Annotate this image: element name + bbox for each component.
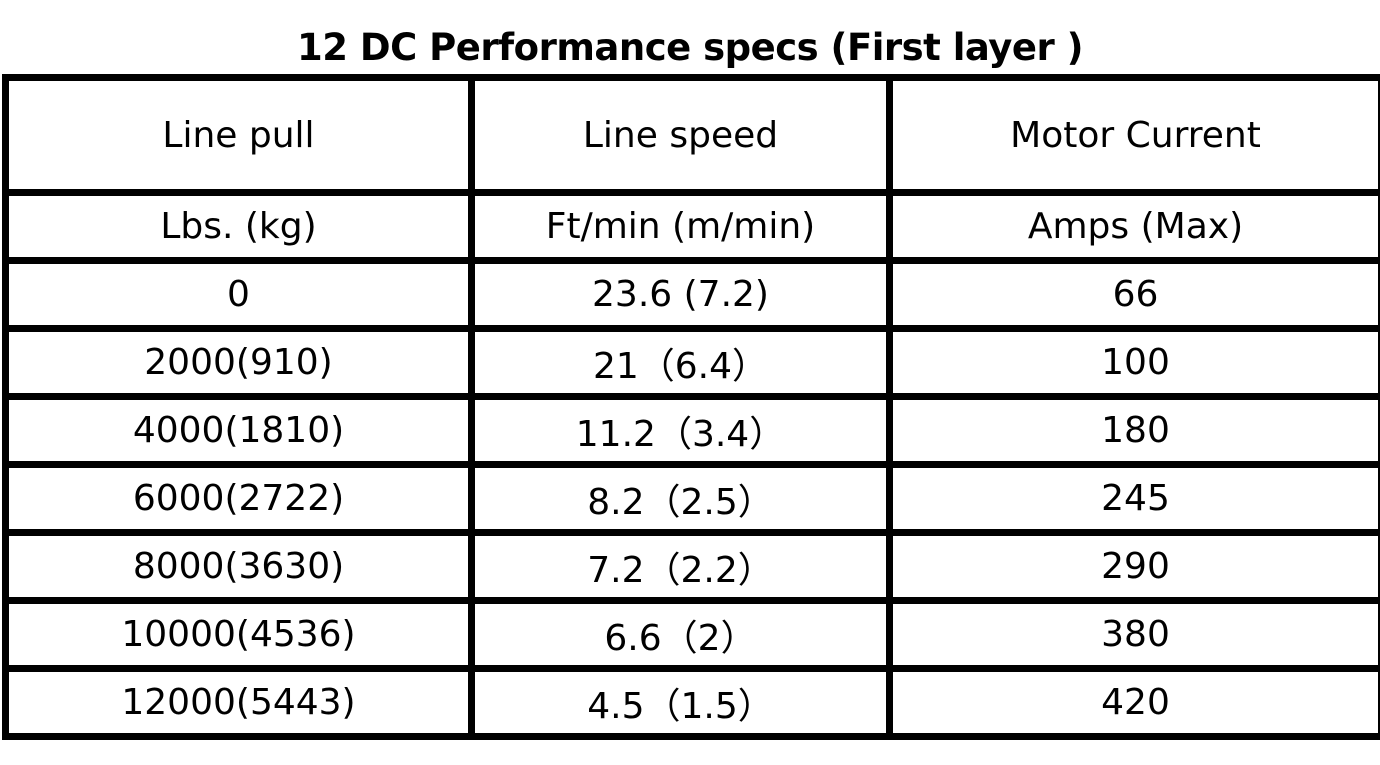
- performance-specs-table: Line pull Line speed Motor Current Lbs. …: [2, 74, 1380, 740]
- line-pull-cell: 2000(910): [2, 325, 475, 400]
- unit-line-pull: Lbs. (kg): [2, 189, 475, 264]
- table-row: 12000(5443) 4.5（1.5） 420: [2, 665, 1380, 740]
- line-pull-cell: 8000(3630): [2, 529, 475, 604]
- line-pull-cell: 12000(5443): [2, 665, 475, 740]
- line-speed-cell: 23.6 (7.2): [468, 257, 893, 332]
- line-pull-cell: 0: [2, 257, 475, 332]
- line-pull-cell: 10000(4536): [2, 597, 475, 672]
- line-speed-cell: 21（6.4）: [468, 325, 893, 400]
- unit-line-speed: Ft/min (m/min): [468, 189, 893, 264]
- table-row: 0 23.6 (7.2) 66: [2, 257, 1380, 332]
- motor-current-cell: 380: [886, 597, 1380, 672]
- motor-current-cell: 420: [886, 665, 1380, 740]
- line-pull-cell: 4000(1810): [2, 393, 475, 468]
- line-speed-cell: 8.2（2.5）: [468, 461, 893, 536]
- table-row: 6000(2722) 8.2（2.5） 245: [2, 461, 1380, 536]
- motor-current-cell: 100: [886, 325, 1380, 400]
- table-row: 10000(4536) 6.6（2） 380: [2, 597, 1380, 672]
- line-speed-cell: 6.6（2）: [468, 597, 893, 672]
- unit-motor-current: Amps (Max): [886, 189, 1380, 264]
- line-speed-cell: 7.2（2.2）: [468, 529, 893, 604]
- table-row: 2000(910) 21（6.4） 100: [2, 325, 1380, 400]
- line-speed-cell: 11.2（3.4）: [468, 393, 893, 468]
- table-row: 8000(3630) 7.2（2.2） 290: [2, 529, 1380, 604]
- column-header-line-speed: Line speed: [468, 74, 893, 196]
- header-row: Line pull Line speed Motor Current: [2, 74, 1380, 196]
- motor-current-cell: 245: [886, 461, 1380, 536]
- motor-current-cell: 66: [886, 257, 1380, 332]
- table-title: 12 DC Performance specs (First layer ): [296, 26, 1084, 69]
- motor-current-cell: 180: [886, 393, 1380, 468]
- units-row: Lbs. (kg) Ft/min (m/min) Amps (Max): [2, 189, 1380, 264]
- line-speed-cell: 4.5（1.5）: [468, 665, 893, 740]
- line-pull-cell: 6000(2722): [2, 461, 475, 536]
- column-header-motor-current: Motor Current: [886, 74, 1380, 196]
- motor-current-cell: 290: [886, 529, 1380, 604]
- column-header-line-pull: Line pull: [2, 74, 475, 196]
- table-row: 4000(1810) 11.2（3.4） 180: [2, 393, 1380, 468]
